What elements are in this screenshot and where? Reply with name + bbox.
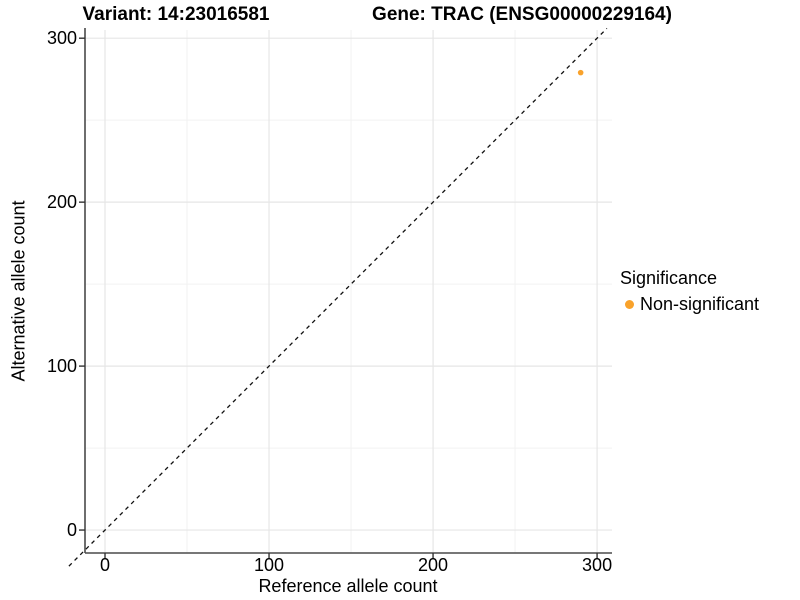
plot-title-variant: Variant: 14:23016581: [82, 4, 270, 25]
x-tick-label: 300: [582, 555, 612, 575]
legend-item: Non-significant: [620, 294, 759, 315]
y-tick-label: 200: [47, 192, 77, 212]
x-tick-label: 0: [100, 555, 110, 575]
y-tick-label: 100: [47, 356, 77, 376]
x-tick-label: 200: [418, 555, 448, 575]
y-tick-label: 0: [67, 520, 77, 540]
y-axis-title: Alternative allele count: [8, 200, 29, 382]
data-point: [577, 69, 584, 76]
y-tick-label: 300: [47, 28, 77, 48]
legend: Significance Non-significant: [620, 268, 759, 315]
x-axis-title: Reference allele count: [258, 576, 438, 596]
legend-title: Significance: [620, 268, 718, 288]
x-tick-label: 100: [254, 555, 284, 575]
legend-point-icon: [625, 300, 634, 309]
plot-title-gene: Gene: TRAC (ENSG00000229164): [372, 4, 672, 25]
legend-item-label: Non-significant: [640, 294, 760, 314]
